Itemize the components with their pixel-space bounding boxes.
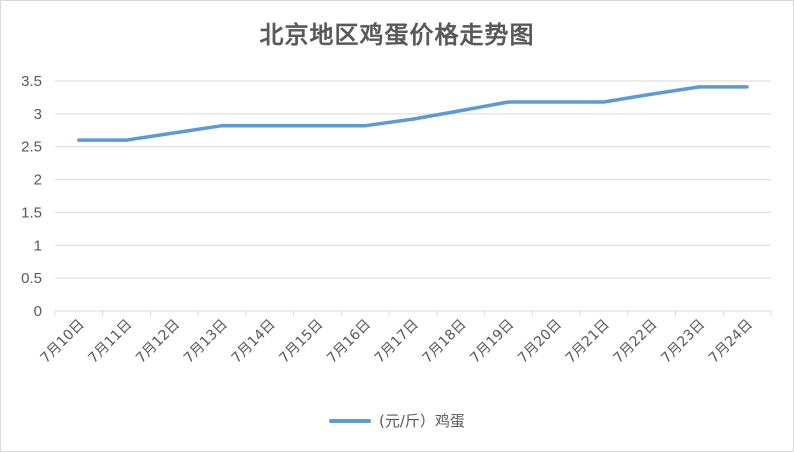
y-tick-label: 1 bbox=[34, 237, 42, 254]
data-point bbox=[459, 109, 463, 113]
x-axis: 7月10日7月11日7月12日7月13日7月14日7月15日7月16日7月17日… bbox=[38, 311, 772, 367]
data-point bbox=[125, 138, 129, 142]
x-tick-label: 7月15日 bbox=[276, 317, 326, 367]
x-tick-label: 7月13日 bbox=[181, 317, 231, 367]
data-point bbox=[172, 131, 176, 135]
x-tick-label: 7月22日 bbox=[610, 317, 660, 367]
x-tick-label: 7月10日 bbox=[38, 317, 88, 367]
data-point bbox=[602, 100, 606, 104]
x-tick-label: 7月17日 bbox=[372, 317, 422, 367]
legend: (元/斤）鸡蛋 bbox=[1, 410, 793, 431]
series-layer bbox=[77, 85, 749, 142]
x-tick-label: 7月20日 bbox=[515, 317, 565, 367]
data-point bbox=[745, 85, 749, 89]
y-tick-label: 0 bbox=[34, 303, 42, 320]
legend-swatch bbox=[329, 418, 372, 423]
chart-plot: 00.511.522.533.5 7月10日7月11日7月12日7月13日7月1… bbox=[21, 73, 772, 367]
x-tick-label: 7月23日 bbox=[658, 317, 708, 367]
y-tick-label: 3.5 bbox=[21, 73, 42, 90]
y-tick-label: 2.5 bbox=[21, 139, 42, 156]
legend-label: (元/斤）鸡蛋 bbox=[379, 412, 465, 430]
data-point bbox=[554, 100, 558, 104]
data-point bbox=[650, 92, 654, 96]
x-tick-label: 7月19日 bbox=[467, 317, 517, 367]
y-tick-label: 1.5 bbox=[21, 204, 42, 221]
x-tick-label: 7月14日 bbox=[229, 317, 279, 367]
data-point bbox=[220, 124, 224, 128]
x-tick-label: 7月11日 bbox=[85, 317, 135, 367]
y-tick-label: 3 bbox=[34, 106, 42, 123]
x-tick-label: 7月16日 bbox=[324, 317, 374, 367]
data-point bbox=[316, 124, 320, 128]
data-point bbox=[363, 124, 367, 128]
y-tick-label: 0.5 bbox=[21, 270, 42, 287]
x-tick-label: 7月24日 bbox=[706, 317, 756, 367]
x-tick-label: 7月12日 bbox=[133, 317, 183, 367]
y-axis: 0 0.5 1 1.5 2 2.5 3 3.5 bbox=[21, 73, 42, 320]
data-point bbox=[506, 100, 510, 104]
y-tick-label: 2 bbox=[34, 172, 42, 189]
gridlines bbox=[55, 80, 771, 312]
data-point bbox=[268, 124, 272, 128]
data-point bbox=[77, 138, 81, 142]
data-point bbox=[697, 85, 701, 89]
data-point bbox=[411, 117, 415, 121]
chart-title: 北京地区鸡蛋价格走势图 bbox=[259, 21, 535, 49]
x-tick-label: 7月21日 bbox=[563, 317, 613, 367]
x-tick-label: 7月18日 bbox=[420, 317, 470, 367]
